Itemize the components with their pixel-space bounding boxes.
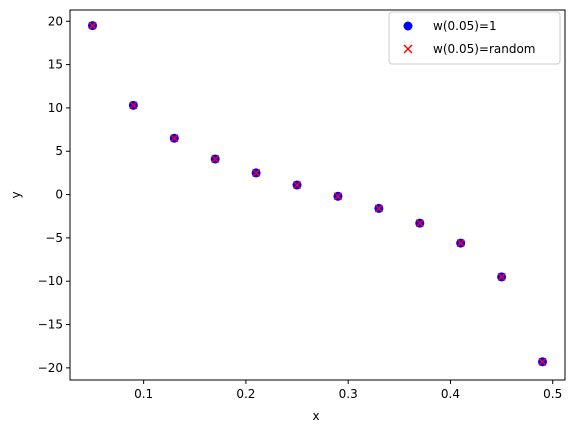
x-tick-label: 0.2 xyxy=(236,387,255,401)
axes-frame xyxy=(69,9,566,381)
x-tick-label: 0.1 xyxy=(134,387,153,401)
data-point-x xyxy=(415,219,424,228)
x-tick-label: 0.5 xyxy=(543,387,562,401)
data-point-x xyxy=(252,168,261,177)
data-point-x xyxy=(333,192,342,201)
legend: w(0.05)=1 w(0.05)=random xyxy=(388,11,561,65)
y-axis-label: y xyxy=(9,191,23,198)
data-point-x xyxy=(129,101,138,110)
data-point-x xyxy=(88,21,97,30)
y-tick-label: −15 xyxy=(38,318,63,332)
data-point-x xyxy=(211,155,220,164)
y-tick-label: 0 xyxy=(55,188,63,202)
legend-box xyxy=(388,11,561,65)
y-tick-label: 10 xyxy=(48,101,63,115)
data-markers xyxy=(88,21,547,367)
data-point-x xyxy=(456,239,465,248)
x-axis-ticks: 0.1 0.2 0.3 0.4 0.5 xyxy=(134,380,562,401)
legend-marker-x xyxy=(403,44,413,54)
y-tick-label: −5 xyxy=(45,231,63,245)
data-point-x xyxy=(170,134,179,143)
y-tick-label: 20 xyxy=(48,14,63,28)
y-tick-label: −20 xyxy=(38,361,63,375)
data-point-x xyxy=(374,204,383,213)
y-axis-ticks: −20 −15 −10 −5 0 5 10 15 20 xyxy=(38,14,70,375)
data-point-x xyxy=(538,357,547,366)
legend-marker-circle xyxy=(403,21,413,31)
y-tick-label: −10 xyxy=(38,274,63,288)
y-tick-label: 15 xyxy=(48,58,63,72)
data-point-x xyxy=(293,181,302,190)
data-point-x xyxy=(497,272,506,281)
y-tick-label: 5 xyxy=(55,144,63,158)
x-tick-label: 0.3 xyxy=(339,387,358,401)
x-tick-label: 0.4 xyxy=(441,387,460,401)
x-axis-label: x xyxy=(312,409,319,423)
legend-label-series-1: w(0.05)=1 xyxy=(433,19,497,33)
legend-label-series-2: w(0.05)=random xyxy=(433,42,536,56)
